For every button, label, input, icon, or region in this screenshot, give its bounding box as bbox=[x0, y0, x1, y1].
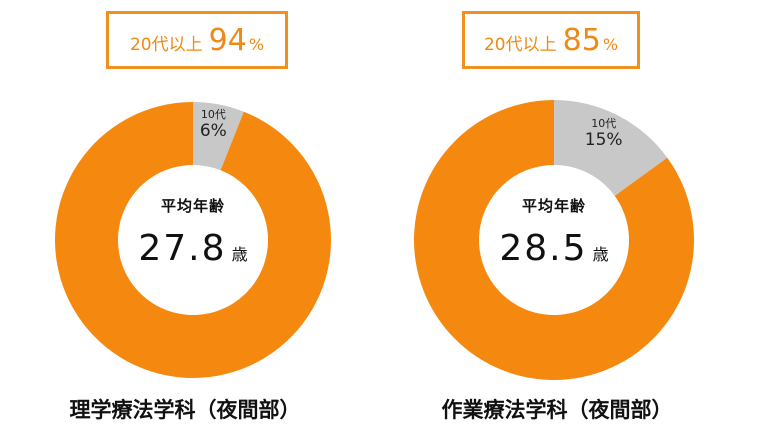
average-age-label: 平均年齢 bbox=[521, 197, 586, 215]
adult-ratio-unit: % bbox=[602, 34, 619, 54]
donut-chart bbox=[55, 102, 331, 378]
teen-label: 10代 bbox=[200, 108, 226, 122]
chart-physical-therapy: 20代以上 94 % 10代 6% 平均年齢 27.8 歳 理学療法学科（夜間部… bbox=[55, 11, 331, 422]
donut-chart bbox=[414, 100, 694, 380]
average-age-value: 28.5 bbox=[499, 228, 588, 269]
adult-ratio-label: 20代以上 bbox=[483, 34, 557, 55]
average-age-unit: 歳 bbox=[231, 245, 248, 264]
adult-ratio-value: 94 bbox=[208, 22, 247, 58]
slice-adult bbox=[414, 100, 694, 380]
chart-occupational-therapy: 20代以上 85 % 10代 15% 平均年齢 28.5 歳 作業療法学科（夜間… bbox=[382, 0, 764, 432]
adult-ratio-value: 85 bbox=[562, 22, 601, 58]
average-age-unit: 歳 bbox=[592, 245, 609, 264]
teen-slice-label: 10代 6% bbox=[183, 109, 243, 140]
adult-ratio-label: 20代以上 bbox=[129, 34, 203, 55]
adult-ratio-callout: 20代以上 85 % bbox=[462, 11, 640, 69]
chart-caption: 理学療法学科（夜間部） bbox=[69, 398, 301, 422]
average-age: 平均年齢 28.5 歳 bbox=[479, 195, 629, 269]
chart-caption: 作業療法学科（夜間部） bbox=[441, 398, 673, 422]
slice-teen bbox=[193, 102, 244, 171]
teen-slice-label: 10代 15% bbox=[574, 118, 634, 149]
teen-value: 15% bbox=[584, 130, 623, 151]
average-age-value: 27.8 bbox=[138, 228, 227, 269]
average-age-label: 平均年齢 bbox=[160, 197, 225, 215]
slice-teen bbox=[554, 100, 668, 196]
teen-label: 10代 bbox=[591, 117, 617, 131]
adult-ratio-unit: % bbox=[248, 34, 265, 54]
slice-adult bbox=[55, 102, 331, 378]
teen-value: 6% bbox=[199, 121, 227, 142]
adult-ratio-callout: 20代以上 94 % bbox=[106, 11, 288, 69]
average-age: 平均年齢 27.8 歳 bbox=[118, 195, 268, 269]
